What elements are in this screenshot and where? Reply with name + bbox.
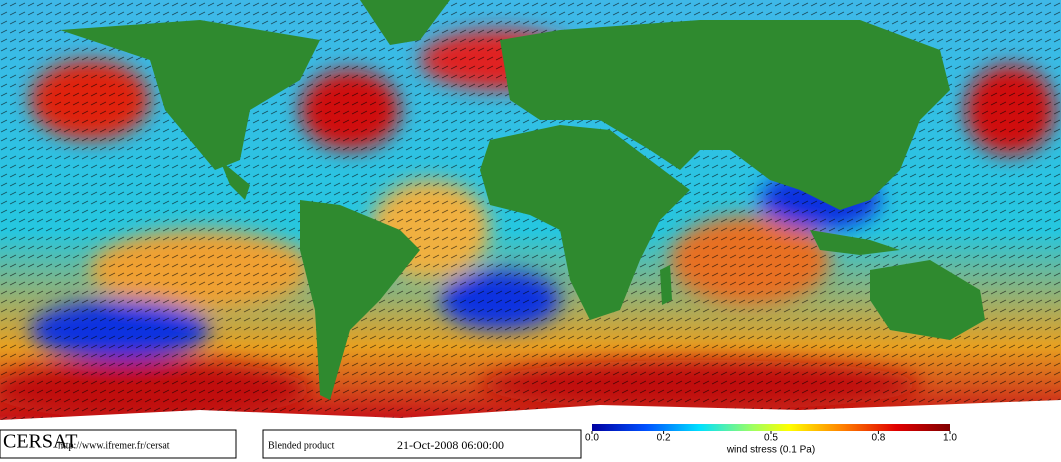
colorbar-tick-label: 0.2	[657, 433, 671, 444]
colorbar	[592, 424, 950, 431]
colorbar-tick-label: 0.8	[871, 433, 885, 444]
url: http://www.ifremer.fr/cersat	[58, 440, 170, 451]
colorbar-tick-label: 1.0	[943, 433, 957, 444]
land	[60, 0, 985, 400]
date: 21-Oct-2008 06:00:00	[397, 438, 504, 452]
product: Blended product	[268, 440, 335, 451]
info-box	[262, 429, 582, 459]
colorbar-tick-label: 0.5	[764, 433, 778, 444]
logo: CERSAT	[3, 431, 77, 453]
colorbar-label: wind stress (0.1 Pa)	[726, 445, 815, 456]
logo-box	[0, 429, 237, 459]
colorbar-tick-label: 0.0	[585, 433, 599, 444]
